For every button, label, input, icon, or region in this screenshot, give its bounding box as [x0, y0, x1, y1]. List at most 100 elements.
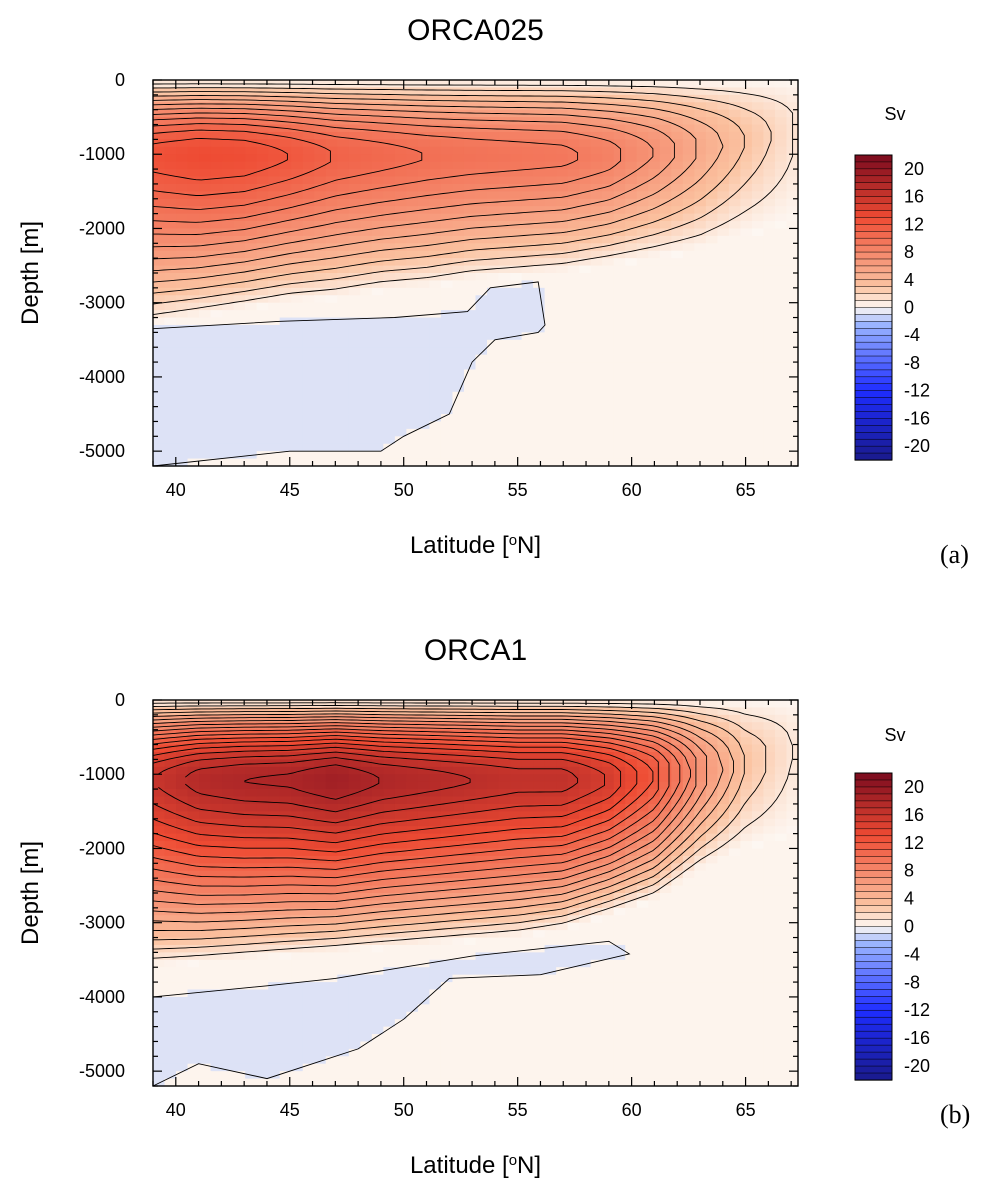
field-cell: [786, 302, 799, 311]
field-cell: [659, 154, 672, 163]
field-cell: [291, 937, 304, 946]
field-cell: [740, 384, 753, 393]
field-cell: [233, 295, 246, 304]
field-cell: [302, 841, 315, 850]
field-cell: [659, 391, 672, 400]
field-cell: [694, 154, 707, 163]
field-cell: [602, 176, 615, 185]
field-cell: [475, 803, 488, 812]
field-cell: [556, 384, 569, 393]
field-cell: [429, 146, 442, 155]
field-cell: [176, 900, 189, 909]
field-cell: [717, 774, 730, 783]
field-cell: [648, 376, 661, 385]
field-cell: [728, 243, 742, 252]
field-cell: [245, 759, 258, 768]
field-cell: [187, 714, 200, 723]
field-cell: [544, 228, 557, 237]
field-cell: [475, 287, 488, 296]
field-cell: [291, 213, 304, 222]
field-cell: [452, 354, 465, 363]
field-cell: [579, 221, 592, 230]
field-cell: [498, 102, 511, 111]
field-cell: [694, 915, 707, 924]
field-cell: [256, 443, 269, 452]
field-cell: [510, 161, 523, 170]
field-cell: [774, 332, 788, 341]
field-cell: [406, 399, 419, 408]
field-cell: [487, 295, 500, 304]
field-cell: [521, 391, 534, 400]
field-cell: [406, 183, 419, 192]
field-cell: [314, 339, 327, 348]
field-cell: [348, 131, 361, 140]
field-cell: [452, 796, 465, 805]
field-cell: [533, 332, 546, 341]
field-cell: [452, 930, 465, 939]
field-cell: [268, 944, 281, 953]
field-cell: [659, 339, 672, 348]
field-cell: [291, 774, 304, 783]
field-cell: [302, 818, 315, 827]
field-cell: [256, 937, 269, 946]
field-cell: [763, 878, 776, 887]
field-cell: [337, 280, 350, 289]
field-cell: [452, 458, 465, 467]
field-cell: [602, 154, 615, 163]
field-cell: [625, 781, 638, 790]
field-cell: [475, 930, 488, 939]
field-cell: [440, 161, 454, 170]
field-cell: [302, 317, 315, 326]
field-cell: [233, 139, 246, 148]
field-cell: [567, 878, 580, 887]
field-cell: [325, 280, 338, 289]
field-cell: [475, 700, 488, 709]
field-cell: [636, 707, 649, 716]
field-cell: [291, 176, 304, 185]
field-cell: [394, 228, 407, 237]
field-cell: [636, 117, 649, 126]
field-cell: [659, 250, 672, 259]
field-cell: [636, 759, 649, 768]
field-cell: [371, 833, 384, 842]
field-cell: [187, 937, 200, 946]
field-cell: [602, 855, 615, 864]
field-cell: [579, 169, 592, 178]
contour-line: [152, 95, 724, 283]
field-cell: [648, 930, 661, 939]
field-cell: [510, 848, 523, 857]
field-cell: [417, 109, 431, 118]
field-cell: [556, 414, 569, 423]
field-cell: [245, 176, 258, 185]
field-cell: [406, 287, 419, 296]
field-cell: [440, 848, 454, 857]
field-cell: [774, 80, 788, 89]
field-cell: [567, 161, 580, 170]
field-cell: [279, 870, 292, 879]
field-cell: [164, 324, 177, 333]
field-cell: [153, 863, 166, 872]
field-cell: [429, 87, 442, 96]
field-cell: [164, 161, 177, 170]
field-cell: [417, 833, 431, 842]
field-cell: [222, 324, 235, 333]
field-cell: [671, 781, 684, 790]
field-cell: [291, 766, 304, 775]
field-cell: [417, 198, 431, 207]
field-cell: [567, 737, 580, 746]
field-cell: [406, 161, 419, 170]
field-cell: [176, 206, 189, 215]
field-cell: [406, 310, 419, 319]
field-cell: [153, 406, 166, 415]
field-cell: [348, 154, 361, 163]
field-cell: [348, 781, 361, 790]
field-cell: [210, 436, 223, 445]
field-cell: [314, 302, 327, 311]
field-cell: [268, 369, 281, 378]
field-cell: [268, 803, 281, 812]
field-cell: [245, 384, 258, 393]
field-cell: [153, 369, 166, 378]
field-cell: [176, 870, 189, 879]
field-cell: [429, 428, 442, 437]
field-cell: [348, 451, 361, 460]
